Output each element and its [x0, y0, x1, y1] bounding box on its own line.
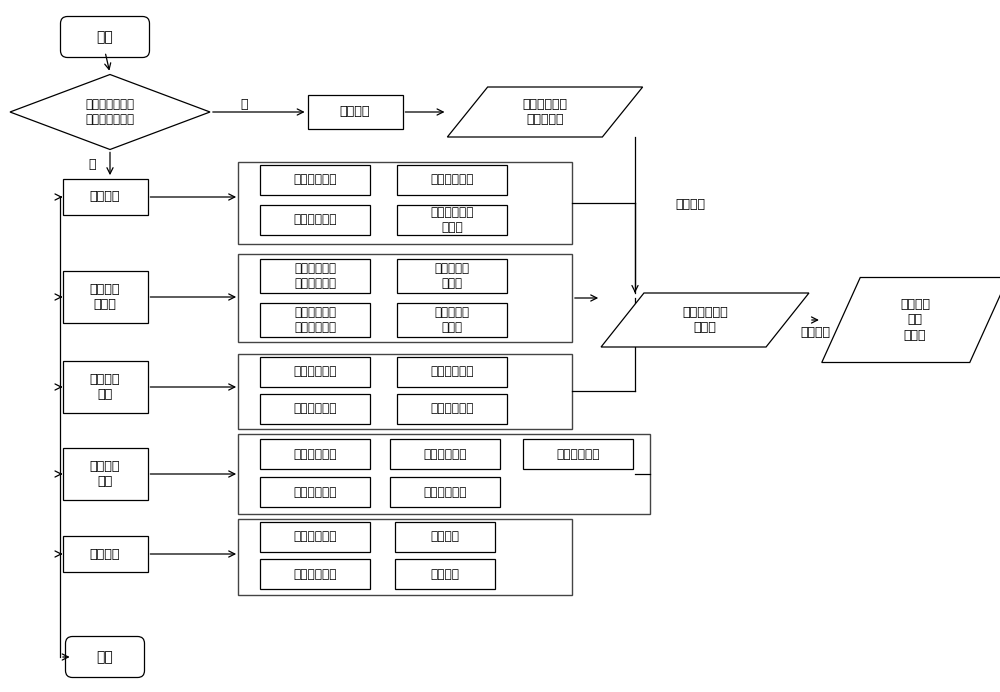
Bar	[260, 303, 370, 337]
FancyBboxPatch shape	[66, 637, 144, 677]
Text: 变化数据: 变化数据	[800, 327, 830, 340]
Text: 数据版本
管理: 数据版本 管理	[90, 459, 120, 489]
Text: 批量赋值、自
动编号: 批量赋值、自 动编号	[430, 206, 474, 235]
Text: 否: 否	[240, 98, 248, 111]
Bar	[308, 95, 402, 129]
Bar	[260, 165, 370, 195]
Text: 开始: 开始	[97, 30, 113, 44]
Polygon shape	[447, 87, 643, 137]
Text: 新增入库: 新增入库	[675, 199, 705, 212]
Bar	[260, 439, 370, 469]
Text: 是否已存在园林
绿化空间数据？: 是否已存在园林 绿化空间数据？	[86, 98, 134, 126]
Polygon shape	[822, 277, 1000, 363]
Text: 数据权限分配: 数据权限分配	[430, 403, 474, 415]
Polygon shape	[10, 75, 210, 149]
Bar	[390, 439, 500, 469]
Polygon shape	[601, 293, 809, 347]
Text: 数据导入: 数据导入	[340, 105, 370, 118]
Bar	[260, 559, 370, 589]
Text: 数据版本撤销: 数据版本撤销	[423, 448, 467, 460]
Text: 网络数据集
创、删: 网络数据集 创、删	[434, 306, 470, 334]
Text: 线数据的维护: 线数据的维护	[430, 174, 474, 187]
Text: 数据结构维护
增、删、别名: 数据结构维护 增、删、别名	[294, 306, 336, 334]
Bar	[397, 357, 507, 387]
Text: 数据集管理
创、删: 数据集管理 创、删	[434, 262, 470, 290]
Bar	[62, 448, 148, 500]
Text: 数据版本创建: 数据版本创建	[293, 448, 337, 460]
Text: 数据版本入库: 数据版本入库	[293, 486, 337, 498]
Text: 维护操作: 维护操作	[90, 190, 120, 203]
Bar	[238, 354, 572, 429]
Bar	[397, 394, 507, 424]
Text: 数据版本分配: 数据版本分配	[556, 448, 600, 460]
Text: 园林绿化
空间
历史库: 园林绿化 空间 历史库	[900, 298, 930, 342]
Text: 数据库的还原: 数据库的还原	[293, 567, 337, 581]
Text: 数据版本压缩: 数据版本压缩	[423, 486, 467, 498]
Text: 点数据的维护: 点数据的维护	[293, 174, 337, 187]
Text: 数据权限
管理: 数据权限 管理	[90, 373, 120, 401]
Text: 数据库的备份: 数据库的备份	[293, 531, 337, 543]
Text: 是: 是	[88, 158, 96, 171]
Bar	[395, 522, 495, 552]
FancyBboxPatch shape	[60, 17, 150, 57]
Text: 数据导出: 数据导出	[430, 531, 460, 543]
Text: 数据导入: 数据导入	[430, 567, 460, 581]
Bar	[260, 394, 370, 424]
Text: 园林绿化空间
数据临时库: 园林绿化空间 数据临时库	[522, 98, 568, 126]
Bar	[390, 477, 500, 507]
Bar	[397, 165, 507, 195]
Text: 数据图层管理
创、删、别名: 数据图层管理 创、删、别名	[294, 262, 336, 290]
Bar	[260, 477, 370, 507]
Bar	[238, 254, 572, 342]
Text: 面数据的维护: 面数据的维护	[293, 214, 337, 226]
Bar	[62, 271, 148, 323]
Text: 数据库维
护管理: 数据库维 护管理	[90, 283, 120, 311]
Bar	[62, 361, 148, 413]
Bar	[238, 519, 572, 595]
Bar	[397, 303, 507, 337]
Bar	[523, 439, 633, 469]
Text: 其他管理: 其他管理	[90, 547, 120, 561]
Text: 数据权限创建: 数据权限创建	[293, 365, 337, 379]
Bar	[260, 357, 370, 387]
Bar	[238, 434, 650, 514]
Text: 结束: 结束	[97, 650, 113, 664]
Bar	[62, 179, 148, 215]
Text: 数据权限撤销: 数据权限撤销	[293, 403, 337, 415]
Bar	[238, 162, 572, 244]
Bar	[260, 205, 370, 235]
Text: 园林绿化空间
数据库: 园林绿化空间 数据库	[682, 306, 728, 334]
Bar	[397, 259, 507, 293]
Bar	[397, 205, 507, 235]
Bar	[260, 522, 370, 552]
Bar	[62, 536, 148, 572]
Bar	[260, 259, 370, 293]
Text: 数据权限修改: 数据权限修改	[430, 365, 474, 379]
Bar	[395, 559, 495, 589]
